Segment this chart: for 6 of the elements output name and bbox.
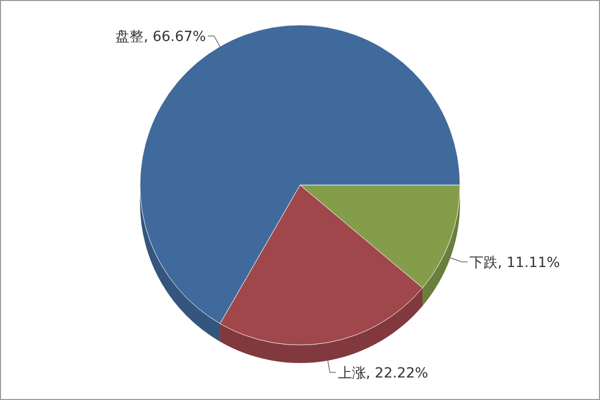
slice-label: 上涨 [338,365,366,382]
data-label: , 11.11% [498,254,560,271]
data-label: , 66.67% [144,29,206,46]
slice-label: 盘整 [116,29,144,46]
slice-label: 下跌 [470,254,498,271]
data-label: , 22.22% [366,365,428,382]
